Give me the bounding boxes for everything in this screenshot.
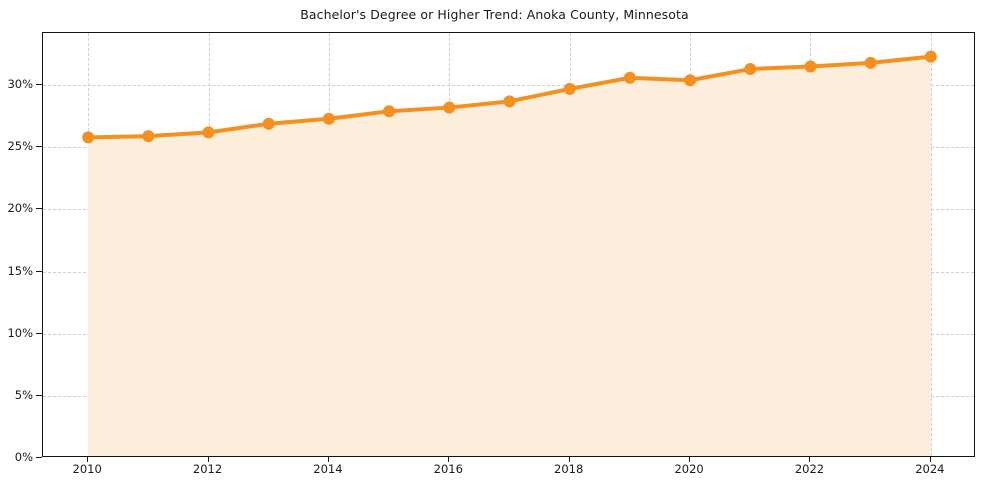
y-axis-tick-label: 20% (7, 201, 33, 216)
y-axis-tick-label: 0% (14, 450, 33, 464)
x-axis-tick-label: 2010 (72, 462, 102, 476)
y-axis-tick-mark (36, 208, 42, 210)
y-axis-tick-mark (36, 84, 42, 86)
data-point-marker: 2012: 26.2% (202, 126, 215, 139)
y-axis-tick-label: 15% (7, 263, 33, 278)
area-fill (88, 56, 931, 456)
data-point-marker: 2015: 27.9% (383, 105, 396, 118)
data-point-marker: 2024: 32.3% (924, 50, 937, 63)
x-axis-tick-label: 2022 (794, 462, 825, 476)
x-axis-tick-label: 2020 (674, 462, 704, 476)
y-axis-tick-mark (36, 332, 42, 334)
x-axis-tick-label: 2024 (915, 462, 945, 476)
gridline-horizontal (43, 85, 974, 87)
data-point-marker: 2018: 29.7% (563, 82, 576, 95)
x-axis-tick-mark (929, 457, 931, 462)
x-axis-tick-mark (809, 457, 811, 462)
data-point-marker: 2017: 28.7% (503, 95, 516, 108)
data-point-marker: 2010: 25.8% (82, 131, 95, 144)
data-point-marker: 2013: 26.9% (262, 117, 275, 130)
x-axis-tick-label: 2016 (433, 462, 463, 476)
y-axis-tick-label: 30% (7, 77, 33, 92)
x-axis-tick-mark (448, 457, 450, 462)
x-axis-tick-label: 2014 (313, 462, 343, 476)
y-axis-tick-mark (36, 270, 42, 272)
data-point-marker: 2014: 27.3% (322, 112, 335, 125)
y-axis-tick-mark (36, 457, 42, 458)
x-axis-tick-mark (568, 457, 570, 462)
data-point-marker: 2020: 30.4% (684, 74, 697, 87)
data-point-marker: 2019: 30.6% (623, 71, 636, 84)
x-axis-tick-label: 2018 (554, 462, 584, 476)
line-series-bachelors-degree: 2010: 25.8% 2011: 25.9% 2012: 26.2% 2013: 2… (82, 50, 937, 456)
y-axis-tick-mark (36, 146, 42, 148)
x-axis-tick-mark (207, 457, 209, 462)
data-point-marker: 2022: 31.5% (804, 60, 817, 73)
y-axis-tick-mark (36, 394, 42, 396)
x-axis-tick-mark (689, 457, 691, 462)
y-axis-tick-label: 10% (7, 325, 33, 340)
data-point-marker: 2023: 31.8% (864, 56, 877, 69)
x-axis-tick-label: 2012 (192, 462, 223, 476)
y-axis-tick-labels: 0% 5% 10% 15% 20% 25% 30% (0, 0, 33, 490)
chart-title: Bachelor's Degree or Higher Trend: Anoka… (300, 7, 689, 22)
data-point-marker: 2021: 31.3% (744, 63, 757, 76)
y-axis-tick-label: 5% (14, 387, 33, 402)
plot-area: 2010: 25.8% 2011: 25.9% 2012: 26.2% 2013: 2… (42, 32, 975, 457)
data-point-marker: 2011: 25.9% (142, 130, 155, 143)
data-point-marker: 2016: 28.2% (443, 101, 456, 114)
x-axis-tick-mark (327, 457, 329, 462)
x-axis-tick-mark (87, 457, 89, 462)
gridline-vertical (930, 33, 932, 456)
y-axis-tick-label: 25% (7, 139, 33, 154)
